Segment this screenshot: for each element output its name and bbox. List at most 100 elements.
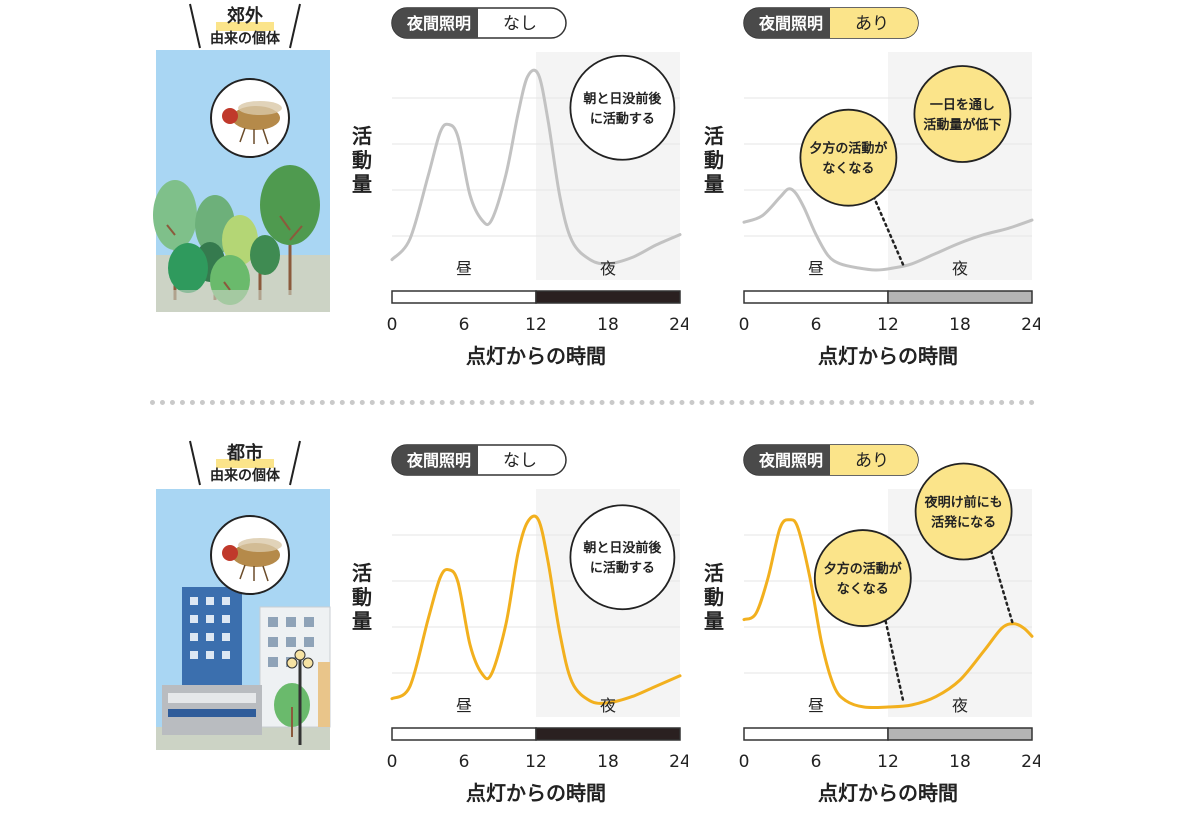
suburb-scene <box>153 3 330 312</box>
x-tick-label: 18 <box>949 752 971 772</box>
day-label: 昼 <box>456 259 472 278</box>
bubble-text-line: 朝と日没前後 <box>583 91 662 107</box>
badge-left-label: 夜間照明 <box>758 14 823 33</box>
bubble-text-line: なくなる <box>822 162 874 177</box>
bubble-text-line: に活動する <box>590 111 655 127</box>
bubble-text-line: 一日を通し <box>930 97 995 113</box>
badge-right-label: なし <box>503 451 537 471</box>
x-axis-label: 点灯からの時間 <box>818 344 958 368</box>
day-bar <box>743 290 889 304</box>
x-tick-label: 18 <box>597 315 619 335</box>
y-axis-label-char: 活 <box>352 561 372 585</box>
y-axis-label-char: 動 <box>352 585 372 609</box>
callout-pointer <box>869 189 905 268</box>
x-tick-label: 12 <box>877 315 899 335</box>
origin-title: 都市 <box>227 443 263 464</box>
origin-subtitle: 由来の個体 <box>210 468 280 484</box>
night-label: 夜 <box>952 259 968 278</box>
lighting-badge: 夜間照明 なし <box>391 444 567 476</box>
badge-left-label: 夜間照明 <box>758 451 823 470</box>
day-bar <box>743 727 889 741</box>
x-tick-label: 6 <box>811 752 822 772</box>
bubble-text-line: 夕方の活動が <box>809 141 887 157</box>
night-label: 夜 <box>600 259 616 278</box>
x-tick-label: 24 <box>1021 752 1040 772</box>
badge-left-label: 夜間照明 <box>406 14 471 33</box>
badge-left-fill <box>392 445 478 475</box>
bubble-text-line: 活発になる <box>931 514 996 530</box>
x-tick-label: 0 <box>739 315 750 335</box>
origin-label-bracket <box>189 3 301 49</box>
fly-icon <box>210 515 290 595</box>
y-axis-label-char: 活 <box>352 124 372 148</box>
night-bar <box>887 290 1033 304</box>
bubble-text-line: 朝と日没前後 <box>583 540 662 556</box>
x-tick-label: 0 <box>387 752 398 772</box>
badge-left-fill <box>744 8 830 38</box>
forest-scene <box>153 50 330 312</box>
bubble-text-line: 活動量が低下 <box>923 117 1001 133</box>
night-label: 夜 <box>952 696 968 715</box>
x-tick-label: 6 <box>811 315 822 335</box>
badge-right-label: あり <box>855 14 889 34</box>
x-tick-label: 18 <box>597 752 619 772</box>
origin-label-bracket <box>189 440 301 486</box>
x-tick-label: 6 <box>459 752 470 772</box>
x-tick-label: 6 <box>459 315 470 335</box>
bubble-text-line: に活動する <box>590 560 655 576</box>
lighting-badge: 夜間照明 あり <box>743 7 919 39</box>
x-tick-label: 24 <box>1021 315 1040 335</box>
activity-curve <box>390 68 682 266</box>
x-tick-label: 12 <box>877 752 899 772</box>
bubble-circle <box>569 54 676 161</box>
lighting-badge: 夜間照明 あり <box>743 444 919 476</box>
x-tick-label: 18 <box>949 315 971 335</box>
bubble-text-line: 夜明け前にも <box>924 494 1003 510</box>
city-scene <box>156 440 331 750</box>
x-axis-label: 点灯からの時間 <box>818 781 958 805</box>
callout-pointer <box>883 614 905 705</box>
row-divider <box>150 400 1035 405</box>
origin-panel-suburb: 郊外 由来の個体 <box>150 0 340 315</box>
day-label: 昼 <box>808 259 824 278</box>
origin-subtitle: 由来の個体 <box>210 31 280 47</box>
activity-curve <box>742 187 1034 272</box>
callout-pointer <box>989 549 1015 626</box>
activity-curve <box>742 518 1034 710</box>
badge-right-label: なし <box>503 14 537 34</box>
y-axis-label-char: 活 <box>704 124 724 148</box>
day-label: 昼 <box>808 696 824 715</box>
night-bar <box>535 727 681 741</box>
day-label: 昼 <box>456 696 472 715</box>
x-tick-label: 24 <box>669 752 688 772</box>
activity-curve <box>390 514 682 705</box>
night-bar <box>887 727 1033 741</box>
y-axis-label-char: 動 <box>352 148 372 172</box>
night-bar <box>535 290 681 304</box>
y-axis-label-char: 活 <box>704 561 724 585</box>
badge-left-label: 夜間照明 <box>406 451 471 470</box>
night-label: 夜 <box>600 696 616 715</box>
bubble-text-line: なくなる <box>837 582 889 597</box>
y-axis-label-char: 量 <box>704 172 724 196</box>
badge-left-fill <box>744 445 830 475</box>
badge-left-fill <box>392 8 478 38</box>
day-bar <box>391 727 537 741</box>
x-tick-label: 12 <box>525 752 547 772</box>
y-axis-label-char: 動 <box>704 585 724 609</box>
bubble-circle <box>813 529 912 627</box>
y-axis-label-char: 量 <box>352 609 372 633</box>
badge-right-fill <box>830 8 918 38</box>
x-tick-label: 0 <box>387 315 398 335</box>
y-axis-label-char: 動 <box>704 148 724 172</box>
fly-icon <box>210 78 290 158</box>
